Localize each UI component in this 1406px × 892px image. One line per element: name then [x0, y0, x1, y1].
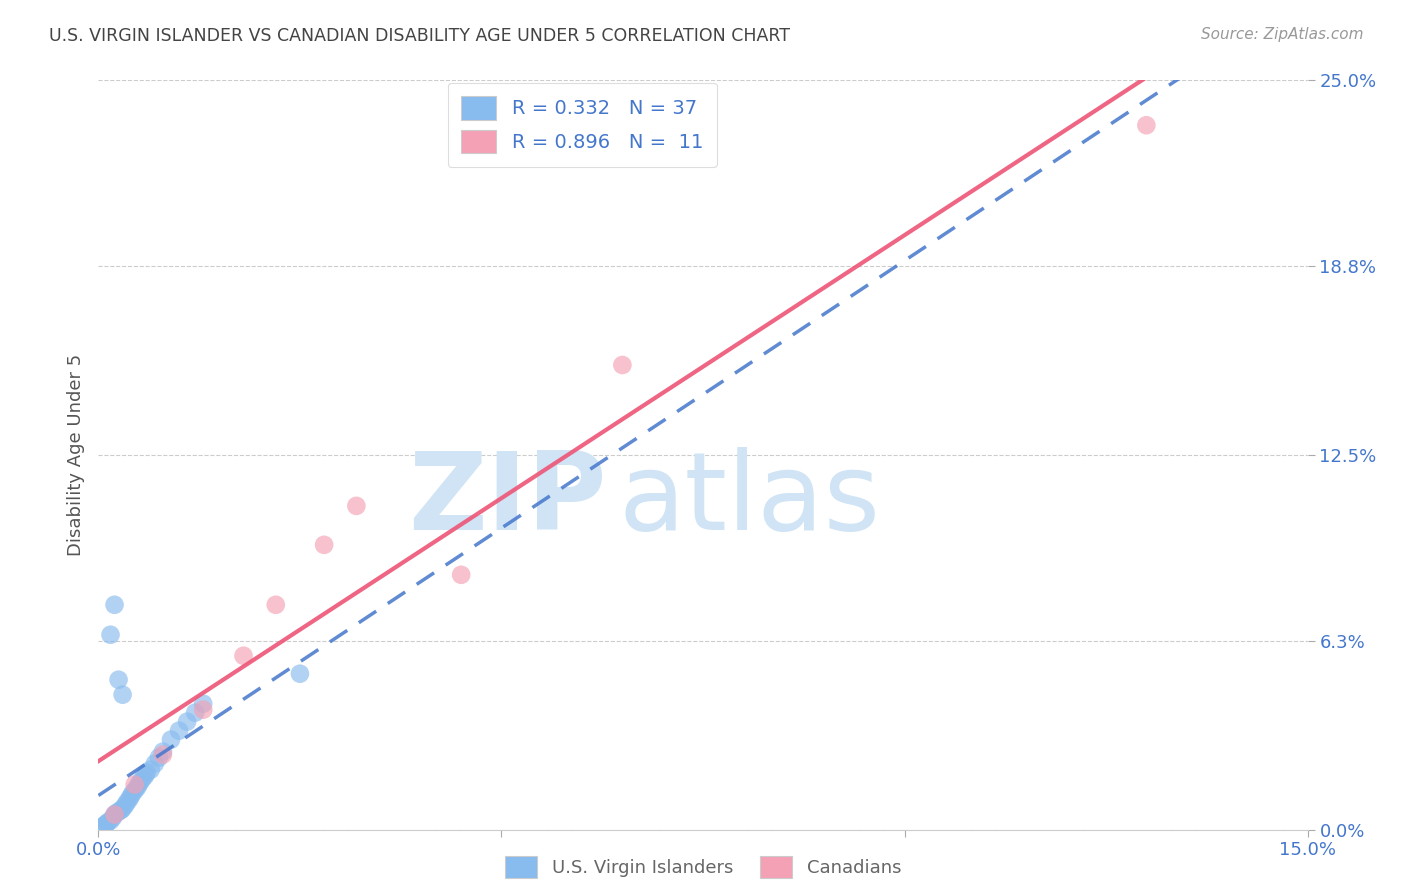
Legend: R = 0.332   N = 37, R = 0.896   N =  11: R = 0.332 N = 37, R = 0.896 N = 11 [447, 82, 717, 167]
Point [118, 792, 141, 806]
Point [105, 806, 128, 821]
Point [124, 783, 146, 797]
Point [135, 765, 157, 780]
Point [115, 796, 138, 810]
Point [232, 648, 254, 663]
Point [1135, 118, 1157, 132]
Point [193, 703, 215, 717]
Point [91, 820, 114, 834]
Point [143, 756, 166, 771]
Point [264, 598, 287, 612]
Point [193, 697, 215, 711]
Point [107, 805, 129, 819]
Point [110, 803, 132, 817]
Point [124, 778, 146, 792]
Point [314, 538, 336, 552]
Point [344, 499, 367, 513]
Point [103, 807, 125, 822]
Point [288, 666, 311, 681]
Point [120, 789, 142, 804]
Point [100, 814, 122, 828]
Point [148, 750, 170, 764]
Point [184, 706, 207, 720]
Point [128, 778, 150, 792]
Point [97, 815, 120, 830]
Point [114, 798, 136, 813]
Point [160, 732, 183, 747]
Text: Source: ZipAtlas.com: Source: ZipAtlas.com [1201, 27, 1364, 42]
Point [176, 714, 198, 729]
Point [612, 358, 634, 372]
Point [111, 801, 134, 815]
Point [132, 772, 155, 786]
Point [96, 816, 118, 830]
Point [127, 780, 149, 795]
Point [134, 769, 156, 783]
Point [94, 818, 117, 832]
Text: ZIP: ZIP [408, 447, 606, 553]
Point [101, 811, 124, 825]
Text: atlas: atlas [619, 447, 880, 553]
Point [167, 723, 190, 738]
Y-axis label: Disability Age Under 5: Disability Age Under 5 [66, 354, 84, 556]
Point [139, 763, 162, 777]
Point [103, 807, 125, 822]
Point [100, 628, 122, 642]
Point [107, 673, 129, 687]
Point [103, 598, 125, 612]
Text: U.S. VIRGIN ISLANDER VS CANADIAN DISABILITY AGE UNDER 5 CORRELATION CHART: U.S. VIRGIN ISLANDER VS CANADIAN DISABIL… [49, 27, 790, 45]
Point [121, 787, 143, 801]
Point [450, 567, 472, 582]
Point [129, 774, 152, 789]
Point [152, 747, 174, 762]
Point [111, 688, 134, 702]
Legend: U.S. Virgin Islanders, Canadians: U.S. Virgin Islanders, Canadians [498, 849, 908, 886]
Point [152, 745, 174, 759]
